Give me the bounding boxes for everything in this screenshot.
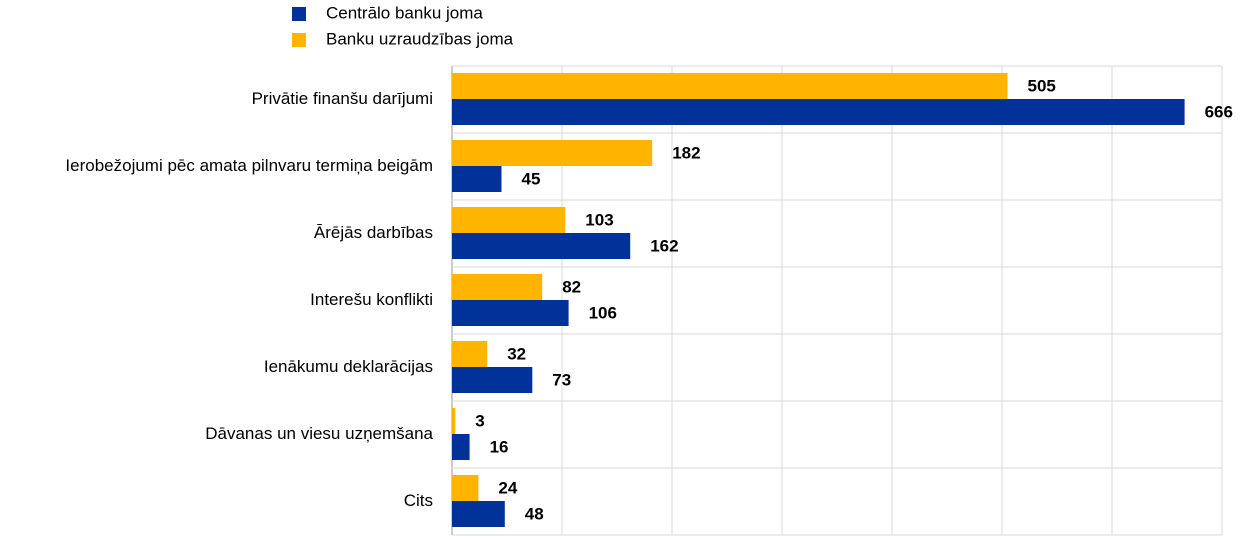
category-label: Ārējās darbības <box>314 223 433 242</box>
bar <box>452 300 569 326</box>
bar <box>452 501 505 527</box>
bar <box>452 475 479 501</box>
bar <box>452 434 470 460</box>
value-label: 24 <box>498 478 517 497</box>
legend-label: Banku uzraudzības joma <box>326 29 514 48</box>
bar <box>452 233 631 259</box>
legend-swatch <box>292 7 306 21</box>
value-label: 103 <box>585 210 613 229</box>
value-label: 16 <box>490 437 509 456</box>
bar <box>452 140 653 166</box>
bar <box>452 408 456 434</box>
value-label: 3 <box>475 411 484 430</box>
bar <box>452 207 566 233</box>
value-label: 162 <box>650 236 678 255</box>
category-label: Interešu konflikti <box>310 290 433 309</box>
category-label: Privātie finanšu darījumi <box>252 89 433 108</box>
category-label: Cits <box>404 491 433 510</box>
value-label: 505 <box>1028 76 1056 95</box>
value-label: 666 <box>1205 102 1233 121</box>
legend-label: Centrālo banku joma <box>326 3 483 22</box>
value-label: 82 <box>562 277 581 296</box>
category-label: Ienākumu deklarācijas <box>264 357 433 376</box>
bar <box>452 341 488 367</box>
legend-swatch <box>292 33 306 47</box>
category-label: Dāvanas un viesu uzņemšana <box>205 424 433 443</box>
bar <box>452 367 533 393</box>
bar <box>452 73 1008 99</box>
category-label: Ierobežojumi pēc amata pilnvaru termiņa … <box>65 156 433 175</box>
value-label: 48 <box>525 504 544 523</box>
value-label: 73 <box>552 370 571 389</box>
value-label: 182 <box>672 143 700 162</box>
value-label: 106 <box>589 303 617 322</box>
bar <box>452 99 1185 125</box>
bar <box>452 166 502 192</box>
value-label: 45 <box>522 169 541 188</box>
bar <box>452 274 543 300</box>
value-label: 32 <box>507 344 526 363</box>
